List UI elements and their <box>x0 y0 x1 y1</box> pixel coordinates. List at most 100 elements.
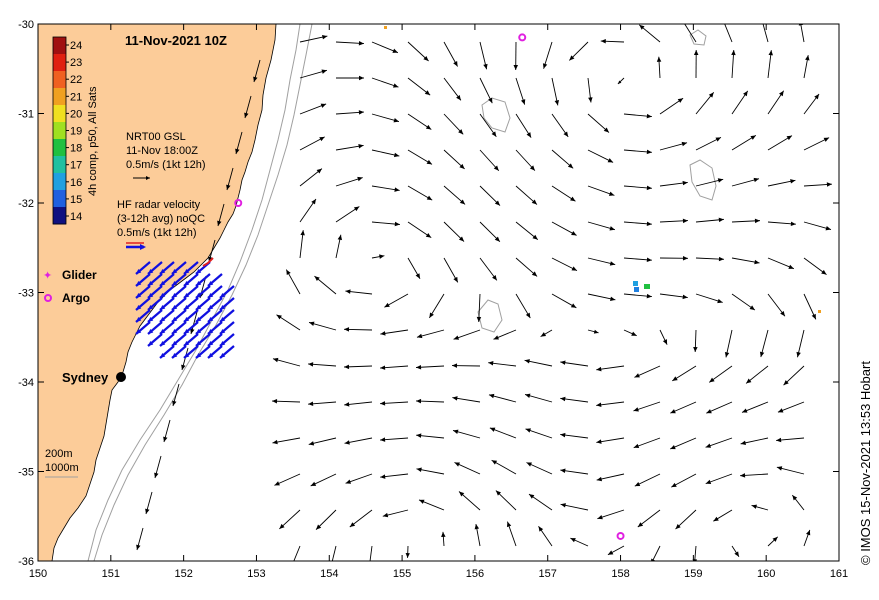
y-tick-label: -34 <box>18 377 34 389</box>
current-vectors <box>136 24 832 566</box>
current-arrow-head <box>705 479 712 485</box>
sydney-marker <box>116 372 126 382</box>
current-arrow-head <box>724 351 730 358</box>
current-arrow-head <box>542 63 548 69</box>
current-arrow-head <box>682 180 688 186</box>
current-arrow-head <box>416 467 422 472</box>
current-arrow-head <box>772 536 778 542</box>
map-title: 11-Nov-2021 10Z <box>125 33 227 48</box>
radar-arrow-head <box>172 329 178 334</box>
svg-text:11-Nov 18:00Z: 11-Nov 18:00Z <box>126 145 198 157</box>
current-arrow-head <box>394 187 400 192</box>
current-arrow-head <box>713 516 719 522</box>
symbol-legend: ✦ Glider Argo <box>43 268 97 305</box>
current-arrow-head <box>456 94 461 101</box>
current-arrow-head <box>596 476 603 482</box>
current-arrow-head <box>651 558 656 561</box>
y-tick-label: -36 <box>18 556 34 568</box>
current-arrow-head <box>272 357 279 363</box>
current-arrow-head <box>286 269 291 276</box>
current-arrow-head <box>300 230 305 236</box>
colorbar-tick-label: 18 <box>70 143 82 155</box>
current-arrow-head <box>709 377 715 383</box>
current-arrow-head <box>488 361 494 366</box>
current-arrow-head <box>154 472 159 478</box>
radar-arrow-head <box>220 329 226 334</box>
current-arrow-head <box>677 98 684 103</box>
radar-arrow-head <box>136 305 142 310</box>
y-tick-label: -35 <box>18 467 34 479</box>
radar-arrow-head <box>136 329 142 334</box>
current-arrow-head <box>368 561 372 566</box>
radar-arrow-head <box>184 293 190 298</box>
x-tick-label: 156 <box>466 568 484 580</box>
current-arrow-head <box>531 271 538 277</box>
radar-arrow-head <box>136 317 142 322</box>
current-arrow-head <box>419 499 425 504</box>
current-arrow-head <box>415 273 421 279</box>
radar-arrow-head <box>136 281 142 286</box>
glider-legend-symbol: ✦ <box>43 270 52 282</box>
current-arrow-head <box>693 50 699 56</box>
current-arrow-head <box>569 55 575 61</box>
x-tick-label: 150 <box>29 568 47 580</box>
colorbar-tick-label: 16 <box>70 177 82 189</box>
current-arrow-head <box>308 362 314 367</box>
radar-arrow-head <box>136 269 142 274</box>
current-arrow-head <box>693 346 698 353</box>
current-arrow-head <box>309 321 315 326</box>
radar-arrow-head <box>184 269 190 274</box>
current-arrow <box>652 545 661 561</box>
colorbar-tick-label: 23 <box>70 57 82 69</box>
current-arrow-head <box>560 468 566 474</box>
current-arrow-head <box>682 256 688 261</box>
colorbar-swatch <box>53 105 66 123</box>
current-arrow-head <box>646 257 652 263</box>
current-arrow-head <box>634 373 640 378</box>
current-arrow-head <box>753 177 760 183</box>
current-arrow-head <box>538 526 544 532</box>
radar-arrow-head <box>196 317 202 322</box>
current-arrow-head <box>345 479 352 484</box>
current-arrow-head <box>424 90 431 96</box>
current-arrow-head <box>560 503 566 508</box>
current-arrow-head <box>274 481 280 486</box>
colorbar-swatch <box>53 88 66 106</box>
x-tick-label: 154 <box>320 568 338 580</box>
x-tick-label: 151 <box>102 568 120 580</box>
current-arrow-head <box>253 76 258 82</box>
radar-arrow-head <box>184 353 190 358</box>
current-arrow-head <box>750 135 756 140</box>
current-arrow-head <box>717 178 724 183</box>
radar-legend: HF radar velocity (3-12h avg) noQC 0.5m/… <box>117 199 205 250</box>
current-arrow-head <box>493 335 499 340</box>
sst-patch <box>633 281 638 286</box>
colorbar-swatch <box>53 54 66 72</box>
current-arrow-head <box>670 409 676 414</box>
current-arrow-head <box>740 473 746 478</box>
colorbar-tick-label: 19 <box>70 126 82 138</box>
current-arrow-head <box>531 199 537 205</box>
current-arrow-head <box>337 234 343 241</box>
radar-arrow-head <box>196 329 202 334</box>
current-arrow-head <box>308 401 314 407</box>
current-arrow-head <box>617 80 622 84</box>
current-arrow-head <box>526 132 532 138</box>
current-arrow-head <box>235 148 240 154</box>
current-arrow-head <box>706 409 712 414</box>
current-arrow-head <box>380 401 386 406</box>
current-arrow-head <box>790 179 796 184</box>
current-arrow-head <box>671 482 677 488</box>
current-arrow-head <box>718 256 724 262</box>
x-tick-label: 158 <box>611 568 629 580</box>
current-arrow-head <box>570 196 576 202</box>
current-arrow-head <box>717 298 723 304</box>
x-tick-label: 153 <box>247 568 265 580</box>
current-arrow-head <box>570 303 577 308</box>
current-arrow-head <box>190 328 195 334</box>
radar-arrow-head <box>148 341 154 346</box>
radar-arrow-head <box>184 341 190 346</box>
current-arrow-head <box>746 378 752 384</box>
current-arrow <box>293 545 301 561</box>
